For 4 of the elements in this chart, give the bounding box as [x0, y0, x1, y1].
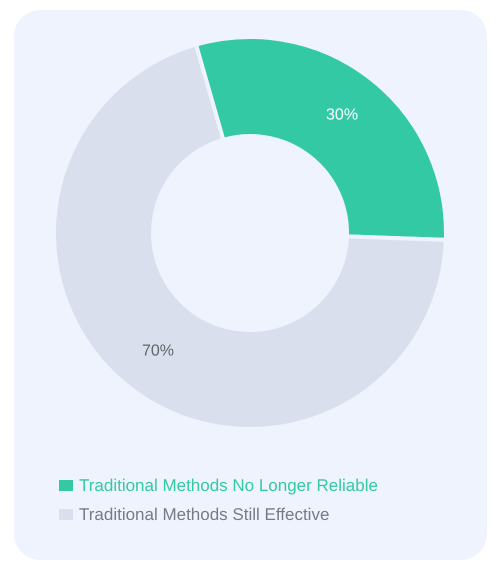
legend-label: Traditional Methods Still Effective: [79, 505, 330, 524]
legend-label: Traditional Methods No Longer Reliable: [79, 476, 378, 495]
data-label: 70%: [142, 342, 174, 360]
data-label: 30%: [326, 106, 358, 124]
